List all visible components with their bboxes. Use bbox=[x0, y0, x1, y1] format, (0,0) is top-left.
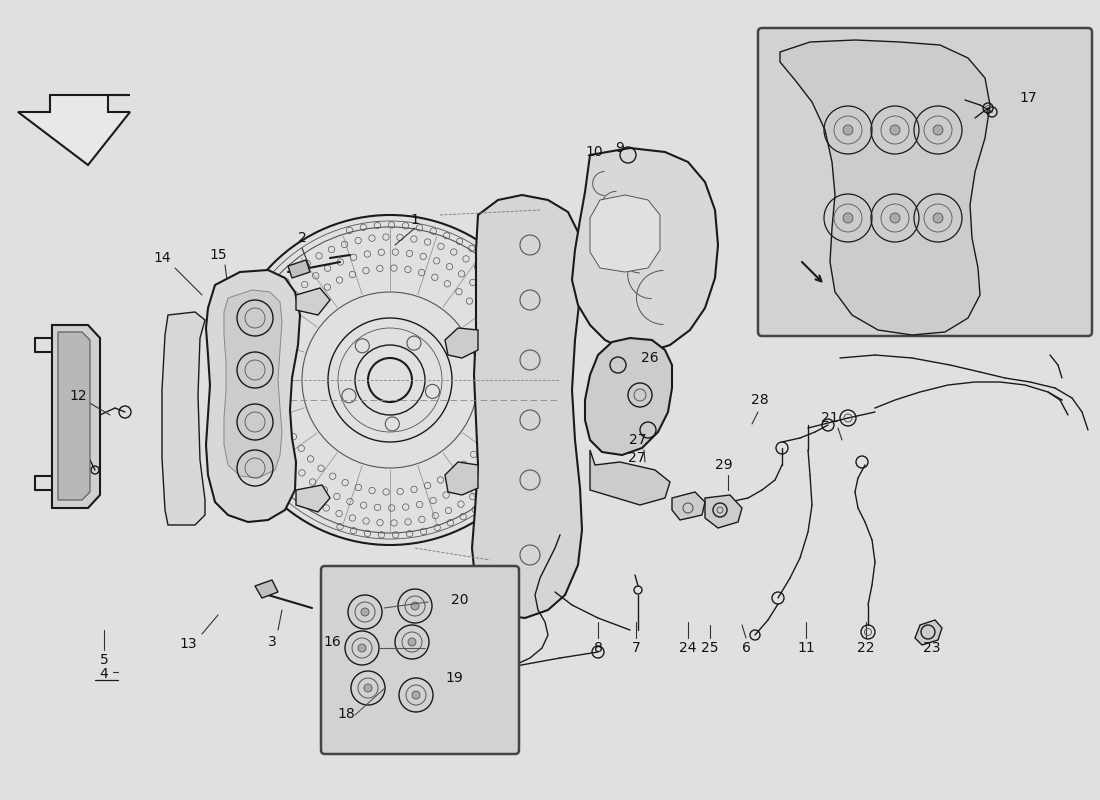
Circle shape bbox=[411, 602, 419, 610]
Polygon shape bbox=[52, 325, 100, 508]
Text: 23: 23 bbox=[923, 641, 940, 655]
Polygon shape bbox=[705, 495, 742, 528]
Text: 14: 14 bbox=[153, 251, 170, 265]
Polygon shape bbox=[18, 95, 130, 165]
Text: 11: 11 bbox=[798, 641, 815, 655]
Text: 13: 13 bbox=[179, 637, 197, 651]
Text: 2: 2 bbox=[298, 231, 307, 245]
Text: 28: 28 bbox=[751, 393, 769, 407]
Text: 27: 27 bbox=[629, 433, 647, 447]
FancyBboxPatch shape bbox=[321, 566, 519, 754]
Polygon shape bbox=[585, 338, 672, 455]
Circle shape bbox=[933, 125, 943, 135]
Circle shape bbox=[890, 213, 900, 223]
Text: 22: 22 bbox=[857, 641, 874, 655]
Polygon shape bbox=[572, 148, 718, 352]
Text: 6: 6 bbox=[741, 641, 750, 655]
Text: 1: 1 bbox=[410, 213, 419, 227]
Text: 15: 15 bbox=[209, 248, 227, 262]
Circle shape bbox=[358, 644, 366, 652]
Text: 17: 17 bbox=[1020, 91, 1037, 105]
Polygon shape bbox=[590, 450, 670, 505]
Text: 26: 26 bbox=[641, 351, 659, 365]
Text: 25: 25 bbox=[702, 641, 718, 655]
Polygon shape bbox=[915, 620, 942, 645]
Text: 27: 27 bbox=[628, 451, 646, 465]
Text: 18: 18 bbox=[337, 707, 355, 721]
Polygon shape bbox=[446, 462, 478, 495]
Text: 20: 20 bbox=[451, 593, 469, 607]
Polygon shape bbox=[255, 580, 278, 598]
Text: 21: 21 bbox=[822, 411, 839, 425]
FancyBboxPatch shape bbox=[758, 28, 1092, 336]
Circle shape bbox=[361, 608, 368, 616]
Text: 5: 5 bbox=[100, 653, 109, 667]
Polygon shape bbox=[58, 332, 90, 500]
Text: 24: 24 bbox=[680, 641, 696, 655]
Polygon shape bbox=[296, 288, 330, 315]
Polygon shape bbox=[780, 40, 990, 335]
Text: 3: 3 bbox=[267, 635, 276, 649]
Text: 7: 7 bbox=[631, 641, 640, 655]
Text: 29: 29 bbox=[715, 458, 733, 472]
Text: 16: 16 bbox=[323, 635, 341, 649]
Text: 19: 19 bbox=[446, 671, 463, 685]
Circle shape bbox=[933, 213, 943, 223]
Text: 8: 8 bbox=[594, 641, 603, 655]
Text: 12: 12 bbox=[69, 389, 87, 403]
Text: 4: 4 bbox=[100, 667, 109, 681]
Polygon shape bbox=[296, 485, 330, 512]
Circle shape bbox=[408, 638, 416, 646]
Circle shape bbox=[412, 691, 420, 699]
Polygon shape bbox=[162, 312, 205, 525]
Polygon shape bbox=[446, 328, 478, 358]
Polygon shape bbox=[288, 260, 310, 278]
Text: 10: 10 bbox=[585, 145, 603, 159]
Polygon shape bbox=[590, 195, 660, 272]
Circle shape bbox=[364, 684, 372, 692]
Polygon shape bbox=[472, 195, 582, 618]
Polygon shape bbox=[672, 492, 705, 520]
Circle shape bbox=[843, 213, 852, 223]
Polygon shape bbox=[206, 270, 300, 522]
Text: 9: 9 bbox=[616, 141, 625, 155]
Polygon shape bbox=[348, 596, 369, 614]
Polygon shape bbox=[224, 290, 282, 478]
Circle shape bbox=[843, 125, 852, 135]
Circle shape bbox=[890, 125, 900, 135]
